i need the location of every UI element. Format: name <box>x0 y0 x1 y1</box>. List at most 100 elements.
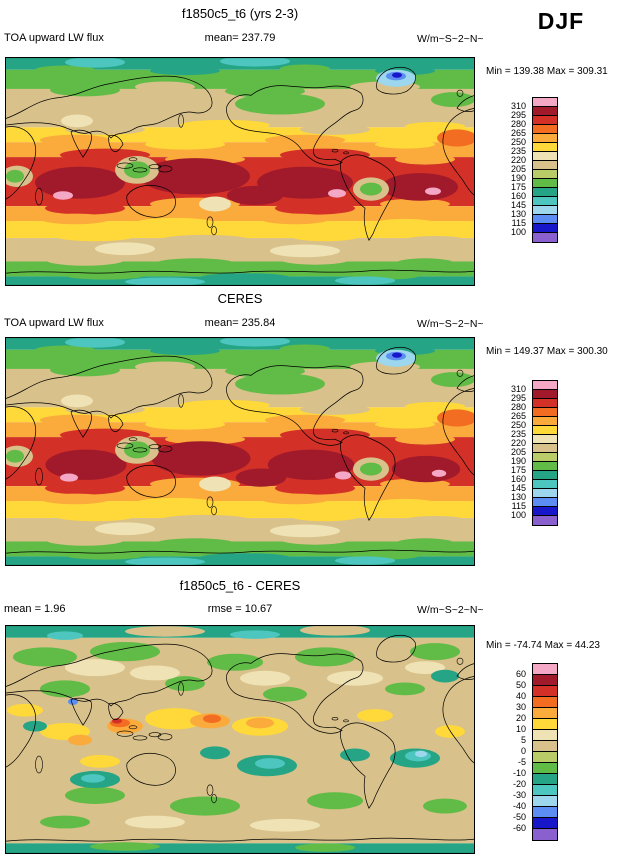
colorbar-tick-label: -5 <box>517 757 526 767</box>
colorbar-segment <box>533 98 557 107</box>
colorbar-segment <box>533 498 557 507</box>
colorbar-segment <box>533 161 557 170</box>
colorbar-segment <box>533 829 557 840</box>
colorbar-tick-label: 265 <box>510 411 526 421</box>
colorbar-tick-label: 295 <box>510 393 526 403</box>
colorbar-tick-label: -20 <box>512 779 526 789</box>
colorbar-segment <box>533 664 557 675</box>
colorbar-segment <box>533 426 557 435</box>
colorbar-tick-label: 160 <box>510 474 526 484</box>
minmax-model: Min = 139.38 Max = 309.31 <box>486 66 608 77</box>
colorbar-segment <box>533 417 557 426</box>
colorbar-tick-label: 30 <box>515 702 526 712</box>
colorbar-segment <box>533 233 557 242</box>
colorbar-segment <box>533 381 557 390</box>
colorbar-segment <box>533 215 557 224</box>
colorbar-obs: 310 295 280 265 250 235 220 205 190 175 160 145 130 1… <box>494 380 558 526</box>
units-label-obs: W/m~S~2~N~ <box>417 318 484 330</box>
colorbar-segment <box>533 763 557 774</box>
colorbar-segment <box>533 408 557 417</box>
colorbar-tick-label: 310 <box>510 384 526 394</box>
colorbar-segment <box>533 752 557 763</box>
colorbar-segment <box>533 206 557 215</box>
colorbar-tick-label: 295 <box>510 110 526 120</box>
colorbar-segment <box>533 719 557 730</box>
colorbar-segment <box>533 686 557 697</box>
colorbar-segment <box>533 708 557 719</box>
colorbar-segment <box>533 453 557 462</box>
units-label-model: W/m~S~2~N~ <box>417 33 484 45</box>
colorbar-tick-label: 310 <box>510 101 526 111</box>
colorbar-segment <box>533 152 557 161</box>
colorbar-segment <box>533 444 557 453</box>
colorbar-segment <box>533 107 557 116</box>
colorbar-swatch-column <box>532 380 558 526</box>
colorbar-segment <box>533 390 557 399</box>
colorbar-segment <box>533 188 557 197</box>
colorbar-tick-label: 145 <box>510 200 526 210</box>
model-flux-map <box>5 57 475 286</box>
colorbar-segment <box>533 179 557 188</box>
colorbar-segment <box>533 125 557 134</box>
colorbar-tick-label: -40 <box>512 801 526 811</box>
colorbar-tick-label: 100 <box>510 510 526 520</box>
colorbar-tick-label: 280 <box>510 119 526 129</box>
colorbar-tick-label: 40 <box>515 691 526 701</box>
panel-title-model: f1850c5_t6 (yrs 2-3) <box>181 6 299 21</box>
ceres-flux-map <box>5 337 475 566</box>
colorbar-segment <box>533 462 557 471</box>
colorbar-tick-label: 220 <box>510 438 526 448</box>
colorbar-tick-label: -60 <box>512 823 526 833</box>
colorbar-tick-label: 100 <box>510 227 526 237</box>
colorbar-tick-label: 115 <box>511 501 526 511</box>
colorbar-tick-label: 50 <box>515 680 526 690</box>
colorbar-tick-label: 20 <box>515 713 526 723</box>
colorbar-segment <box>533 480 557 489</box>
colorbar-segment <box>533 197 557 206</box>
colorbar-tick-label: 145 <box>510 483 526 493</box>
season-label: DJF <box>537 8 585 34</box>
difference-flux-map <box>5 625 475 854</box>
colorbar-tick-label: 250 <box>510 137 526 147</box>
colorbar-tick-label: -30 <box>512 790 526 800</box>
colorbar-tick-label: 175 <box>510 182 526 192</box>
rmse-label-diff: rmse = 10.67 <box>207 603 273 615</box>
colorbar-segment <box>533 785 557 796</box>
colorbar-tick-label: 250 <box>510 420 526 430</box>
colorbar-tick-label: 10 <box>515 724 526 734</box>
colorbar-segment <box>533 516 557 525</box>
colorbar-segment <box>533 741 557 752</box>
colorbar-diff: 60 50 40 30 20 10 5 0 -5 -10 -20 -30 -40 -50 -60 <box>494 663 558 841</box>
colorbar-tick-label: 175 <box>510 465 526 475</box>
units-label-diff: W/m~S~2~N~ <box>417 604 484 616</box>
colorbar-segment <box>533 796 557 807</box>
colorbar-tick-label: 235 <box>510 146 526 156</box>
colorbar-model: 310 295 280 265 250 235 220 205 190 175 160 145 130 1… <box>494 97 558 243</box>
colorbar-tick-label: 130 <box>510 492 526 502</box>
minmax-diff: Min = -74.74 Max = 44.23 <box>486 640 600 651</box>
colorbar-tick-label: 60 <box>515 669 526 679</box>
mean-label-obs: mean= 235.84 <box>204 317 276 329</box>
colorbar-tick-label: 160 <box>510 191 526 201</box>
colorbar-swatch-column <box>532 97 558 243</box>
colorbar-segment <box>533 116 557 125</box>
colorbar-segment <box>533 675 557 686</box>
minmax-obs: Min = 149.37 Max = 300.30 <box>486 346 608 357</box>
panel-title-obs: CERES <box>217 291 263 306</box>
colorbar-segment <box>533 807 557 818</box>
colorbar-tick-label: 5 <box>520 735 526 745</box>
variable-label-model: TOA upward LW flux <box>4 32 104 44</box>
colorbar-tick-label: 130 <box>510 209 526 219</box>
colorbar-segment <box>533 818 557 829</box>
colorbar-tick-label: 220 <box>510 155 526 165</box>
colorbar-tick-label: 265 <box>510 128 526 138</box>
colorbar-tick-label: 205 <box>510 164 526 174</box>
colorbar-segment <box>533 170 557 179</box>
colorbar-tick-label: 205 <box>510 447 526 457</box>
variable-label-obs: TOA upward LW flux <box>4 317 104 329</box>
colorbar-tick-label: -50 <box>512 812 526 822</box>
colorbar-segment <box>533 697 557 708</box>
colorbar-segment <box>533 134 557 143</box>
panel-title-diff: f1850c5_t6 - CERES <box>179 578 301 593</box>
